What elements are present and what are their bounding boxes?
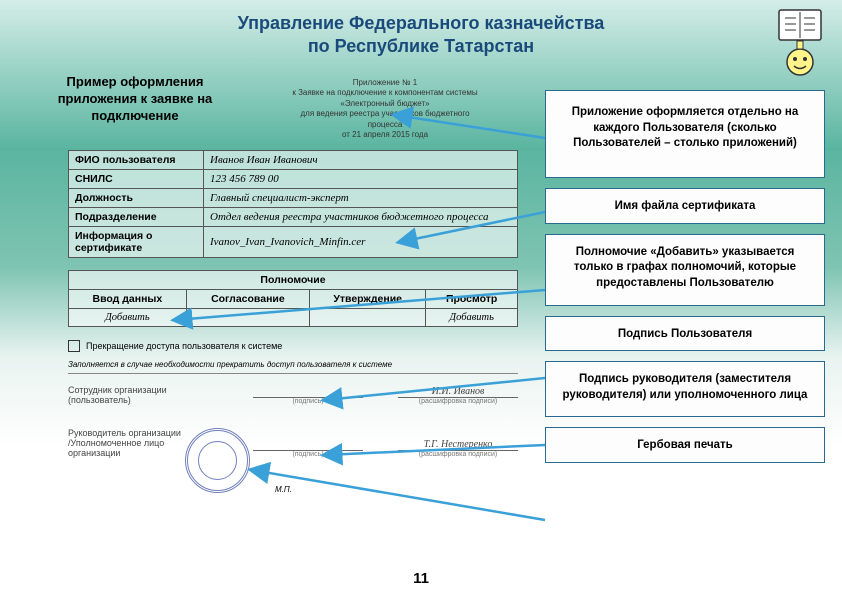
stamp-icon [185,428,250,493]
callout-user-signature: Подпись Пользователя [545,316,825,352]
checkbox-icon [68,340,80,352]
table-row: СНИЛС123 456 789 00 [69,170,518,189]
callout-permission-add: Полномочие «Добавить» указывается только… [545,234,825,306]
callout-manager-signature: Подпись руководителя (заместителя руково… [545,361,825,417]
manager-signature-block: Руководитель организации /Уполномоченное… [68,428,518,458]
page-title: Управление Федерального казначейства по … [0,0,842,59]
title-line1: Управление Федерального казначейства [0,12,842,35]
page-number: 11 [0,570,842,587]
user-info-table: ФИО пользователяИванов Иван Иванович СНИ… [68,150,518,258]
callout-separate-app: Приложение оформляется отдельно на каждо… [545,90,825,178]
perm-header: Полномочие [69,271,518,290]
checkbox-row: Прекращение доступа пользователя к систе… [68,340,282,352]
user-signature-block: Сотрудник организации (пользователь) (по… [68,385,518,405]
book-icon [773,8,828,83]
subtitle: Пример оформления приложения к заявке на… [40,74,230,125]
table-row: ДолжностьГлавный специалист-эксперт [69,189,518,208]
title-line2: по Республике Татарстан [0,35,842,58]
table-row: ПодразделениеОтдел ведения реестра участ… [69,208,518,227]
callout-stamp: Гербовая печать [545,427,825,463]
mp-label: М.П. [275,485,292,494]
note: Заполняется в случае необходимости прекр… [68,360,518,374]
table-row: Информация о сертификатеIvanov_Ivan_Ivan… [69,227,518,258]
checkbox-label: Прекращение доступа пользователя к систе… [86,341,282,351]
callout-cert-filename: Имя файла сертификата [545,188,825,224]
permissions-table: Полномочие Ввод данныхСогласование Утвер… [68,270,518,327]
callouts-column: Приложение оформляется отдельно на каждо… [545,90,825,463]
document-header-sample: Приложение № 1 к Заявке на подключение к… [260,78,510,140]
table-row: ФИО пользователяИванов Иван Иванович [69,151,518,170]
